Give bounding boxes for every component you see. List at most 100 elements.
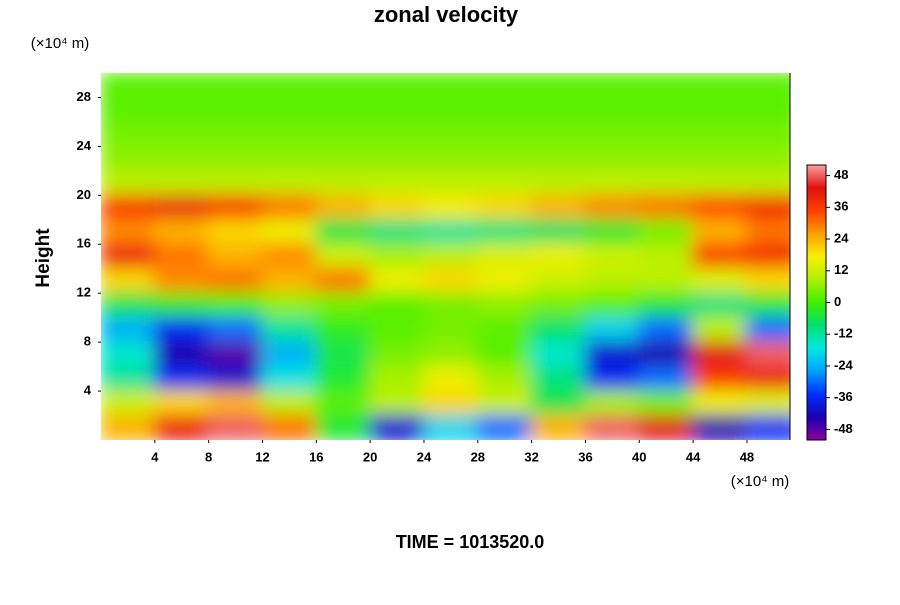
field-cell [638, 390, 695, 417]
field-cell [584, 169, 641, 197]
field-cell [530, 341, 587, 368]
field-cell [101, 96, 156, 123]
field-cell [153, 341, 210, 368]
field-cell [638, 120, 695, 148]
field-cell [315, 390, 372, 417]
field-cell [101, 341, 156, 368]
x-tick-label: 48 [740, 449, 754, 464]
field-cell [584, 120, 641, 148]
field-cell [207, 316, 264, 344]
x-tick-label: 28 [471, 449, 485, 464]
field-cell [692, 316, 748, 344]
colorbar-tick-label: -36 [834, 389, 853, 404]
field-cell [101, 145, 156, 172]
field-cell [207, 96, 264, 123]
field-cell [638, 73, 695, 99]
field-cell [530, 365, 587, 393]
field-cell [261, 390, 318, 417]
y-tick-label: 4 [84, 383, 92, 398]
field-cell [422, 243, 479, 270]
field-cell [745, 365, 790, 393]
field-cell [261, 316, 318, 344]
field-cell [315, 292, 372, 319]
y-tick-label: 28 [77, 89, 91, 104]
field-cell [584, 194, 641, 221]
field-cell [422, 73, 479, 99]
field-cell [207, 73, 264, 99]
colorbar-tick-label: -48 [834, 421, 853, 436]
field-cell [476, 169, 533, 197]
field-cell [261, 414, 318, 440]
field-cell [207, 341, 264, 368]
field-cells [101, 73, 790, 440]
field-cell [315, 243, 372, 270]
colorbar [806, 164, 827, 441]
field-cell [369, 218, 425, 246]
field-cell [692, 96, 748, 123]
field-cell [153, 316, 210, 344]
field-cell [476, 341, 533, 368]
field-cell [369, 194, 425, 221]
field-cell [530, 414, 587, 440]
field-cell [261, 120, 318, 148]
field-cell [101, 267, 156, 295]
field-cell [638, 169, 695, 197]
x-tick-label: 36 [578, 449, 592, 464]
field-cell [745, 96, 790, 123]
field-cell [315, 73, 372, 99]
field-cell [315, 194, 372, 221]
field-cell [153, 194, 210, 221]
field-cell [476, 267, 533, 295]
field-cell [584, 365, 641, 393]
field-cell [369, 414, 425, 440]
field-cell [422, 365, 479, 393]
field-cell [476, 145, 533, 172]
field-cell [101, 120, 156, 148]
field-cell [422, 218, 479, 246]
field-cell [745, 267, 790, 295]
field-cell [530, 218, 587, 246]
field-cell [530, 267, 587, 295]
field-cell [153, 96, 210, 123]
field-cell [745, 218, 790, 246]
field-cell [261, 267, 318, 295]
field-cell [476, 316, 533, 344]
field-cell [745, 341, 790, 368]
field-cell [476, 194, 533, 221]
field-cell [369, 390, 425, 417]
field-cell [101, 292, 156, 319]
field-cell [101, 316, 156, 344]
field-cell [476, 218, 533, 246]
field-cell [369, 292, 425, 319]
field-cell [261, 145, 318, 172]
x-tick-label: 32 [524, 449, 538, 464]
field-cell [207, 390, 264, 417]
field-cell [692, 243, 748, 270]
field-cell [153, 120, 210, 148]
field-cell [745, 414, 790, 440]
x-tick-label: 4 [151, 449, 159, 464]
colorbar-tick-label: 12 [834, 262, 848, 277]
field-cell [422, 267, 479, 295]
field-cell [261, 169, 318, 197]
field-cell [638, 365, 695, 393]
field-cell [153, 218, 210, 246]
field-cell [261, 243, 318, 270]
y-tick-label: 24 [77, 138, 92, 153]
field-cell [422, 145, 479, 172]
field-cell [745, 120, 790, 148]
field-cell [692, 194, 748, 221]
field-cell [315, 365, 372, 393]
x-tick-label: 24 [417, 449, 432, 464]
field-cell [745, 169, 790, 197]
field-cell [315, 414, 372, 440]
field-cell [369, 243, 425, 270]
field [101, 73, 790, 440]
field-cell [745, 194, 790, 221]
field-cell [422, 292, 479, 319]
field-cell [422, 169, 479, 197]
field-cell [101, 390, 156, 417]
field-cell [422, 341, 479, 368]
field-cell [584, 292, 641, 319]
x-tick-label: 40 [632, 449, 646, 464]
